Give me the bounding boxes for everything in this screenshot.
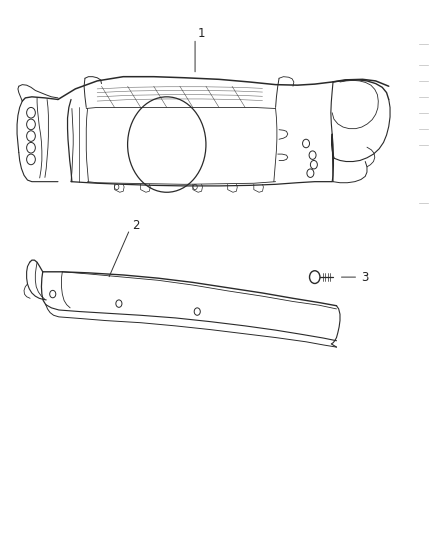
- Text: 2: 2: [132, 219, 139, 232]
- Text: 3: 3: [361, 271, 368, 284]
- Text: 1: 1: [198, 27, 205, 39]
